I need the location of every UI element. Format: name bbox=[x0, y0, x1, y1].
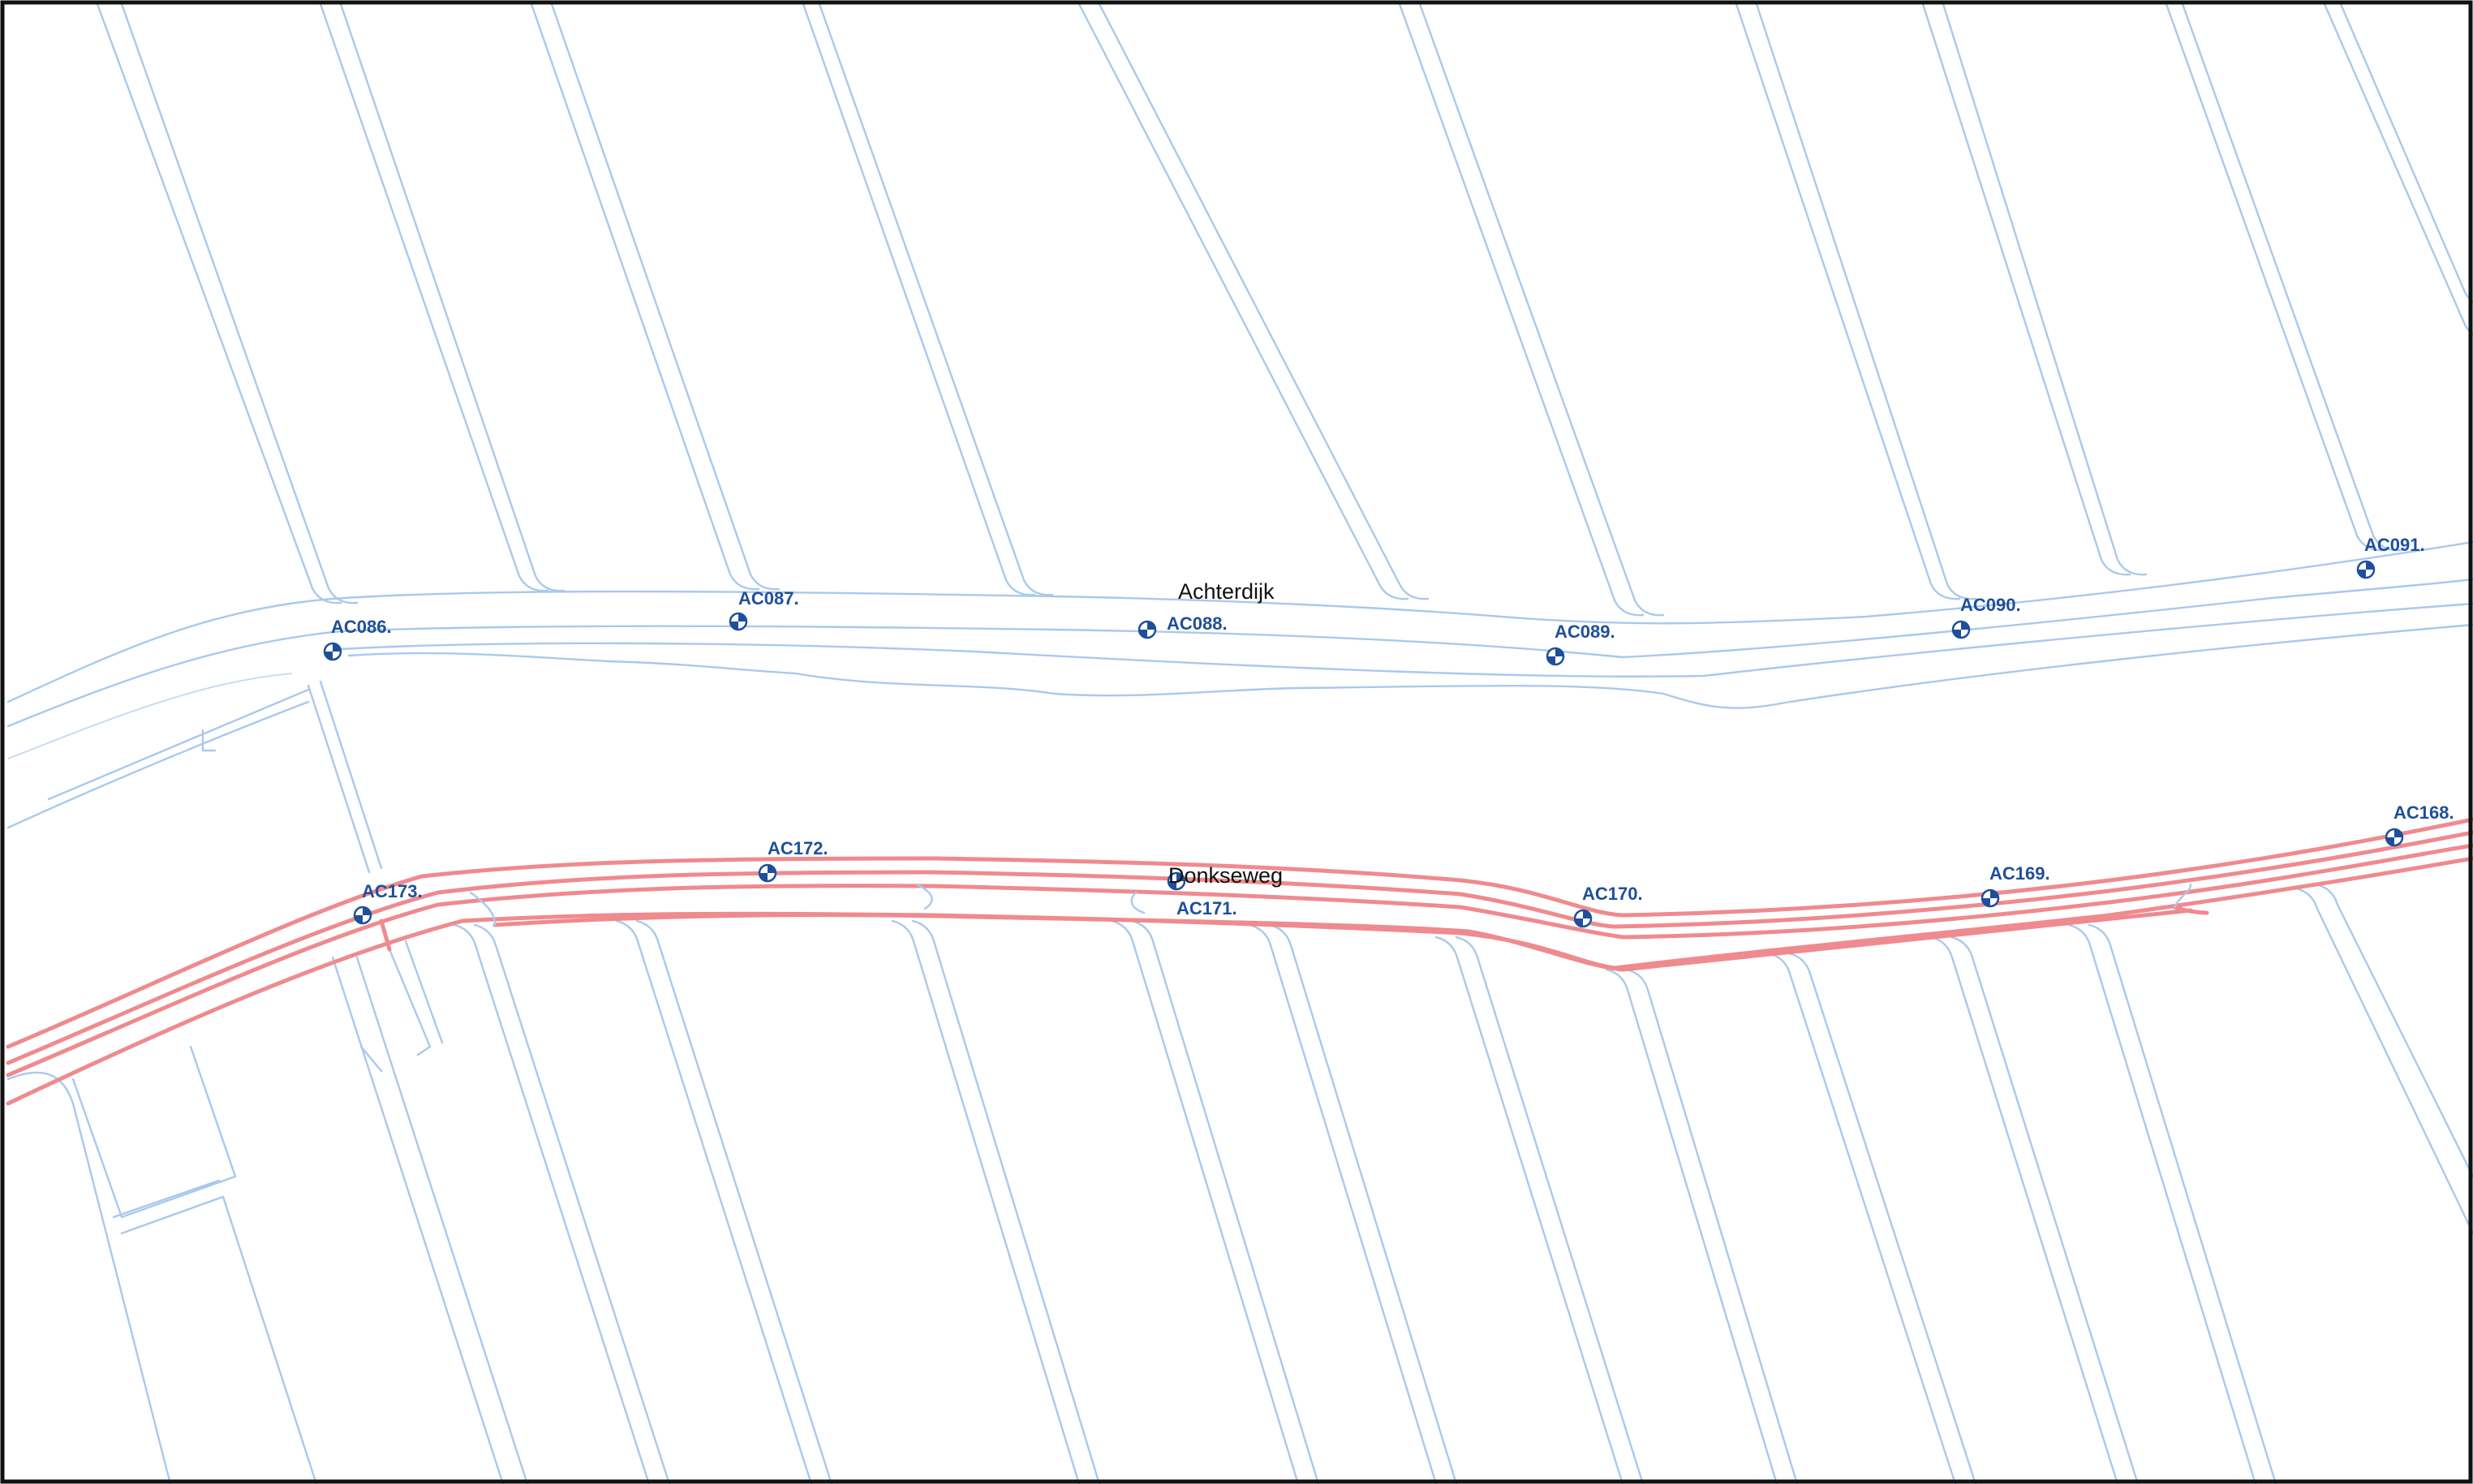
benchmark-quadrant bbox=[1168, 881, 1176, 889]
survey-marker-ac090[interactable]: AC090. bbox=[1951, 595, 2021, 639]
benchmark-quadrant bbox=[1990, 890, 1998, 898]
marker-label-ac087: AC087. bbox=[738, 588, 799, 609]
ditch-line bbox=[550, 2, 781, 591]
ditch-line bbox=[891, 919, 1081, 1484]
ditches-south bbox=[453, 883, 2473, 1484]
benchmark-quadrant bbox=[738, 613, 746, 622]
ditch-line bbox=[1434, 936, 1624, 1484]
marker-label-ac090: AC090. bbox=[1960, 595, 2021, 615]
survey-marker-ac170[interactable]: AC170. bbox=[1573, 884, 1643, 928]
ditch-line bbox=[319, 2, 549, 592]
ditch-line bbox=[1735, 2, 1961, 600]
survey-marker-ac172[interactable]: AC172. bbox=[758, 838, 828, 883]
survey-marker-ac173[interactable]: AC173. bbox=[353, 881, 423, 925]
benchmark-quadrant bbox=[2358, 570, 2366, 578]
benchmark-quadrant bbox=[2394, 829, 2402, 837]
ditch-line bbox=[615, 919, 813, 1484]
street-label-achterdijk: Achterdijk bbox=[1178, 579, 1275, 604]
survey-marker-ac088[interactable]: AC088. bbox=[1138, 613, 1228, 639]
ditch-line bbox=[2295, 887, 2473, 1235]
marker-label-ac171: AC171. bbox=[1176, 898, 1237, 918]
benchmark-quadrant bbox=[1139, 630, 1147, 638]
benchmark-quadrant bbox=[1982, 898, 1990, 906]
marker-label-ac168: AC168. bbox=[2393, 802, 2454, 823]
marker-label-ac172: AC172. bbox=[768, 838, 828, 858]
benchmark-quadrant bbox=[1961, 622, 1969, 630]
ditch-line bbox=[1787, 952, 1977, 1484]
ditch-line bbox=[802, 2, 1036, 596]
ditch-line bbox=[1605, 968, 1778, 1484]
marker-label-ac091: AC091. bbox=[2364, 535, 2425, 555]
benchmark-quadrant bbox=[325, 652, 333, 660]
marker-label-ac088: AC088. bbox=[1167, 613, 1228, 634]
benchmark-quadrant bbox=[1147, 622, 1155, 630]
ditch-line bbox=[453, 923, 651, 1484]
road-culverts bbox=[469, 883, 2192, 927]
benchmark-quadrant bbox=[1583, 910, 1591, 918]
survey-marker-ac169[interactable]: AC169. bbox=[1981, 863, 2050, 908]
benchmark-quadrant bbox=[759, 873, 768, 881]
ditch-line bbox=[635, 919, 833, 1484]
survey-marker-ac089[interactable]: AC089. bbox=[1546, 622, 1615, 666]
benchmark-quadrant bbox=[1555, 648, 1563, 656]
benchmark-quadrant bbox=[1575, 918, 1583, 927]
ditch-line bbox=[1418, 2, 1665, 617]
ditch-line bbox=[1110, 919, 1300, 1484]
survey-marker-ac091[interactable]: AC091. bbox=[2356, 535, 2425, 579]
ditch-line bbox=[2088, 923, 2277, 1484]
survey-marker-ac086[interactable]: AC086. bbox=[323, 617, 392, 661]
benchmark-quadrant bbox=[1176, 873, 1185, 881]
ditch-line bbox=[1077, 2, 1409, 600]
survey-marker-ac168[interactable]: AC168. bbox=[2385, 802, 2454, 847]
west-channels bbox=[6, 680, 529, 1484]
marker-label-ac086: AC086. bbox=[331, 617, 392, 637]
donkseweg-road bbox=[6, 817, 2473, 1106]
benchmark-quadrant bbox=[355, 915, 363, 923]
marker-label-ac089: AC089. bbox=[1555, 622, 1615, 642]
marker-label-ac169: AC169. bbox=[1989, 863, 2050, 884]
benchmark-quadrant bbox=[1547, 656, 1555, 665]
ditch-line bbox=[2165, 2, 2387, 552]
benchmark-quadrant bbox=[363, 907, 371, 915]
street-label-donkseweg: Donkseweg bbox=[1168, 863, 1283, 888]
benchmark-quadrant bbox=[2386, 837, 2394, 845]
ditch-line bbox=[530, 2, 760, 591]
ditch-line bbox=[473, 923, 671, 1484]
marker-layer: AC086. AC087. AC088. AC089. AC090. AC091. AC16… bbox=[323, 535, 2454, 928]
ditch-line bbox=[1098, 2, 1430, 600]
ditch-line bbox=[1398, 2, 1645, 617]
ditch-line bbox=[339, 2, 566, 592]
ditch-line bbox=[1950, 936, 2140, 1484]
benchmark-quadrant bbox=[768, 865, 776, 873]
marker-label-ac173: AC173. bbox=[362, 881, 423, 901]
ditch-line bbox=[2067, 923, 2257, 1484]
ditch-line bbox=[1921, 2, 2131, 576]
ditch-line bbox=[2339, 2, 2473, 303]
ditch-line bbox=[1942, 2, 2148, 576]
survey-marker-ac087[interactable]: AC087. bbox=[729, 588, 799, 631]
ditch-line bbox=[2181, 2, 2403, 552]
survey-marker-ac171[interactable]: AC171. bbox=[1167, 871, 1237, 918]
benchmark-quadrant bbox=[730, 622, 738, 630]
achterdijk-road bbox=[6, 540, 2473, 759]
ditch-line bbox=[911, 919, 1101, 1484]
ditch-line bbox=[2323, 2, 2473, 336]
ditch-line bbox=[1455, 936, 1645, 1484]
benchmark-quadrant bbox=[333, 643, 341, 652]
benchmark-quadrant bbox=[1953, 630, 1961, 638]
ditches-north bbox=[96, 2, 2473, 617]
ditch-line bbox=[1755, 2, 1977, 600]
ditch-line bbox=[818, 2, 1054, 596]
marker-label-ac170: AC170. bbox=[1582, 884, 1643, 904]
benchmark-quadrant bbox=[2366, 561, 2374, 570]
